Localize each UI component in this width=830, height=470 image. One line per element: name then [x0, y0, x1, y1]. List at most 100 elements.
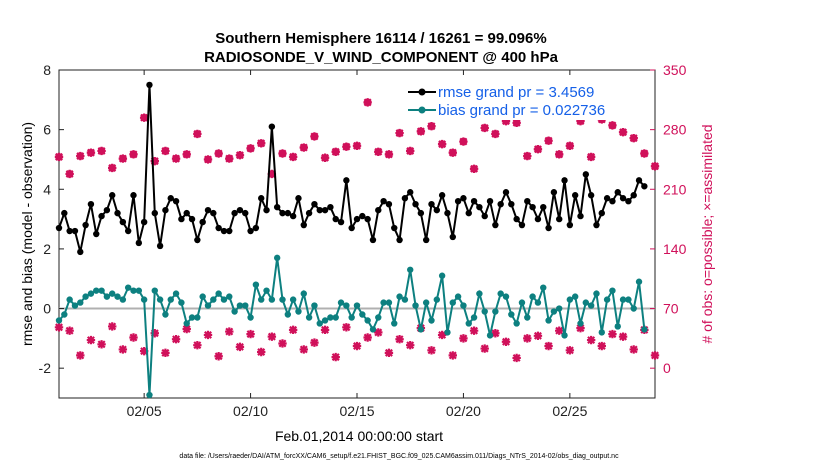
series-point-0 — [109, 192, 116, 199]
series-point-0 — [401, 195, 409, 202]
series-point-0 — [524, 198, 531, 205]
series-point-1 — [273, 254, 281, 262]
series-point-1 — [119, 296, 127, 303]
series-point-0 — [119, 218, 127, 226]
series-point-0 — [635, 177, 643, 184]
series-point-0 — [497, 200, 504, 208]
series-point-0 — [630, 192, 637, 199]
obs-possible-marker — [108, 163, 117, 173]
obs-low-marker — [225, 327, 234, 336]
series-point-1 — [82, 293, 89, 300]
obs-low-marker-cross — [288, 325, 298, 335]
obs-possible-marker-cross — [235, 150, 245, 160]
obs-low-marker-cross — [586, 335, 596, 345]
series-point-0 — [135, 239, 143, 247]
obs-possible-marker — [491, 129, 500, 139]
series-point-0 — [220, 227, 228, 235]
y-tick-label: 4 — [43, 181, 51, 197]
series-point-0 — [438, 192, 446, 199]
obs-low-marker — [406, 340, 415, 350]
obs-possible-marker-cross — [320, 153, 330, 162]
obs-low-marker — [342, 323, 351, 332]
obs-low-marker-cross — [161, 348, 170, 358]
obs-low-marker — [161, 348, 170, 358]
series-point-0 — [194, 236, 201, 244]
series-point-0 — [300, 221, 307, 229]
obs-low-marker-cross — [86, 335, 96, 345]
obs-low-marker-cross — [108, 322, 117, 331]
obs-possible-marker — [320, 153, 330, 162]
series-point-0 — [98, 212, 105, 220]
obs-possible-marker-cross — [374, 147, 383, 156]
series-point-1 — [194, 314, 201, 321]
series-point-1 — [311, 302, 318, 309]
obs-possible-marker-cross — [310, 132, 319, 141]
right-y-tick-label: 0 — [663, 360, 671, 376]
series-point-0 — [550, 189, 558, 196]
series-point-0 — [502, 189, 510, 196]
footnote: data file: /Users/raeder/DAI/ATM_forcXX/… — [179, 453, 619, 460]
series-point-1 — [61, 311, 68, 318]
y-tick-label: 2 — [43, 241, 51, 257]
series-point-0 — [492, 221, 499, 229]
series-point-0 — [242, 209, 249, 217]
obs-low-marker — [544, 341, 553, 351]
obs-low-marker-cross — [469, 326, 479, 335]
obs-low-marker-cross — [278, 339, 287, 348]
series-point-1 — [172, 290, 180, 297]
obs-possible-marker-cross — [437, 139, 447, 149]
series-point-0 — [289, 212, 297, 220]
series-point-0 — [412, 200, 419, 208]
obs-possible-marker-cross — [384, 150, 394, 159]
series-point-0 — [353, 215, 361, 223]
obs-possible-marker-cross — [225, 154, 234, 163]
series-point-0 — [422, 236, 430, 244]
series-point-1 — [630, 305, 637, 312]
series-point-0 — [321, 206, 329, 214]
obs-possible-marker-cross — [480, 123, 489, 133]
series-point-1 — [407, 266, 414, 273]
series-point-0 — [465, 209, 472, 217]
series-point-0 — [231, 209, 238, 217]
series-point-1 — [641, 326, 648, 333]
obs-possible-marker-cross — [576, 116, 585, 126]
series-point-1 — [327, 314, 334, 321]
series-point-0 — [556, 215, 563, 223]
obs-possible-marker — [278, 149, 287, 158]
series-point-0 — [284, 209, 292, 217]
obs-low-marker — [352, 341, 362, 351]
series-point-1 — [178, 299, 185, 306]
obs-possible-marker-cross — [118, 154, 128, 163]
obs-possible-marker — [193, 129, 202, 139]
obs-low-marker — [108, 322, 117, 331]
obs-possible-marker — [384, 150, 394, 159]
obs-low-marker-cross — [267, 332, 277, 341]
series-point-1 — [109, 290, 116, 297]
obs-low-marker — [267, 332, 277, 341]
obs-possible-marker-cross — [108, 163, 117, 173]
series-point-0 — [279, 209, 286, 217]
obs-low-marker — [54, 323, 64, 332]
series-point-1 — [518, 299, 526, 306]
series-point-1 — [316, 320, 323, 327]
series-point-0 — [407, 189, 414, 196]
series-point-1 — [258, 296, 265, 303]
obs-possible-marker — [331, 147, 340, 156]
obs-low-marker-cross — [437, 330, 447, 340]
obs-low-marker-cross — [544, 341, 553, 351]
obs-low-marker-cross — [480, 344, 489, 353]
obs-low-marker — [629, 345, 638, 354]
obs-low-marker — [608, 329, 617, 339]
y-tick-labels: -2 0 2 4 6 8 — [39, 62, 52, 376]
series-point-1 — [401, 296, 409, 303]
series-point-1 — [391, 320, 398, 327]
obs-low-marker — [533, 331, 543, 341]
obs-possible-marker — [76, 151, 85, 161]
obs-possible-marker-cross — [469, 164, 479, 174]
series-point-0 — [391, 224, 398, 232]
chart-title: Southern Hemisphere 16114 / 16261 = 99.0… — [215, 30, 546, 47]
series-point-0 — [476, 203, 483, 211]
obs-possible-marker-cross — [246, 144, 255, 153]
obs-low-marker-cross — [257, 347, 266, 357]
